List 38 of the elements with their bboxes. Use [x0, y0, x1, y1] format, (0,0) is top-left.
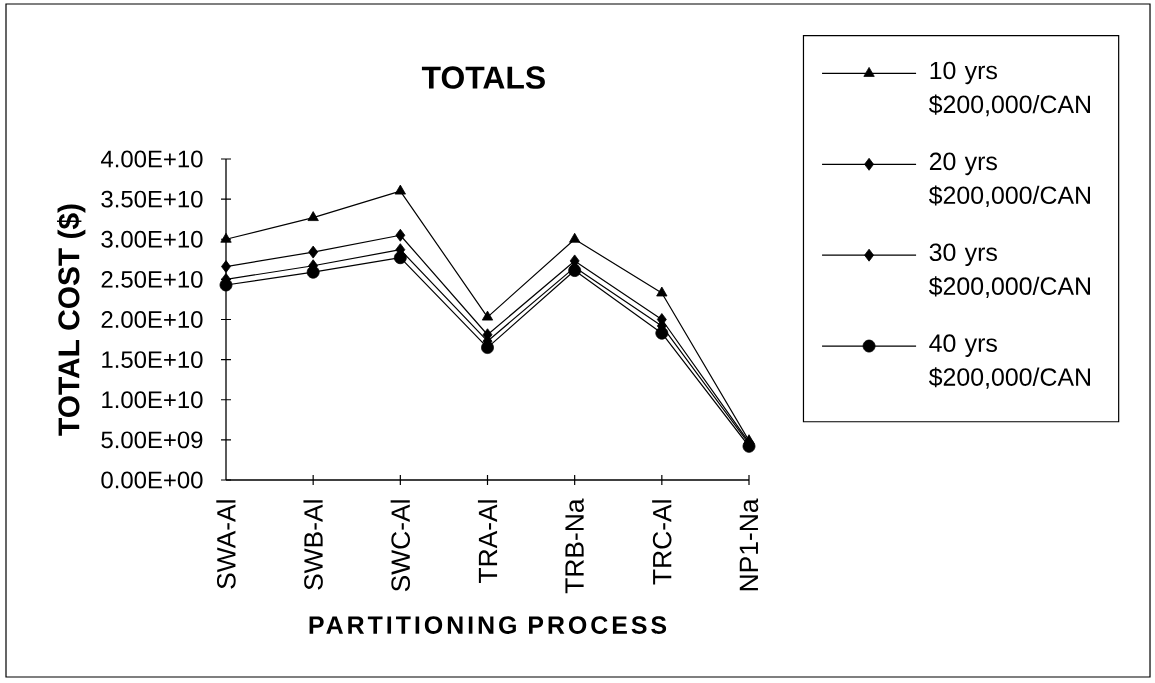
point — [655, 326, 669, 340]
x-tick-label: TRB-Na — [565, 498, 584, 594]
y-axis-title: TOTAL COST ($) — [56, 204, 86, 436]
x-axis-title: PARTITIONING PROCESS — [309, 616, 667, 634]
y-tick-label: 5.00E+09 — [101, 431, 203, 449]
point — [395, 228, 406, 242]
point — [568, 264, 582, 277]
point — [219, 278, 233, 292]
x-tick-label: TRC-Al — [652, 500, 672, 585]
legend-label: 20 yrs $200,000/CAN — [928, 152, 1090, 208]
y-tick-label: 3.00E+10 — [101, 230, 203, 248]
point — [481, 310, 494, 321]
legend-label: 30 yrs $200,000/CAN — [928, 243, 1090, 298]
y-tick-label: 1.00E+10 — [102, 391, 203, 409]
x-tick-label: TRA-Al — [477, 500, 498, 583]
chart-title: TOTALS — [421, 66, 545, 89]
y-tick-label: 2.00E+10 — [101, 311, 203, 328]
point — [569, 232, 581, 243]
y-tick-label: 4.00E+10 — [100, 150, 203, 168]
point — [394, 184, 406, 195]
point — [308, 245, 319, 259]
y-tick-label: 2.50E+10 — [101, 270, 203, 288]
point — [481, 341, 494, 354]
point — [393, 251, 407, 265]
y-tick-label: 3.50E+10 — [101, 190, 203, 208]
y-tick-label: 0.00E+00 — [101, 471, 203, 489]
x-tick-label: SWC-Al — [390, 500, 411, 592]
legend-label: 40 yrs $200,000/CAN — [928, 334, 1090, 389]
x-tick-label: NP1-Na — [739, 498, 759, 591]
x-tick-label: SWB-Al — [303, 500, 323, 590]
point — [307, 211, 319, 221]
x-tick-label: SWA-Al — [216, 500, 236, 589]
legend-label: 10 yrs $200,000/CAN — [928, 61, 1090, 117]
point — [656, 286, 668, 297]
point — [220, 232, 232, 243]
point — [306, 265, 320, 279]
y-tick-label: 1.50E+10 — [102, 351, 203, 369]
point — [221, 260, 231, 273]
